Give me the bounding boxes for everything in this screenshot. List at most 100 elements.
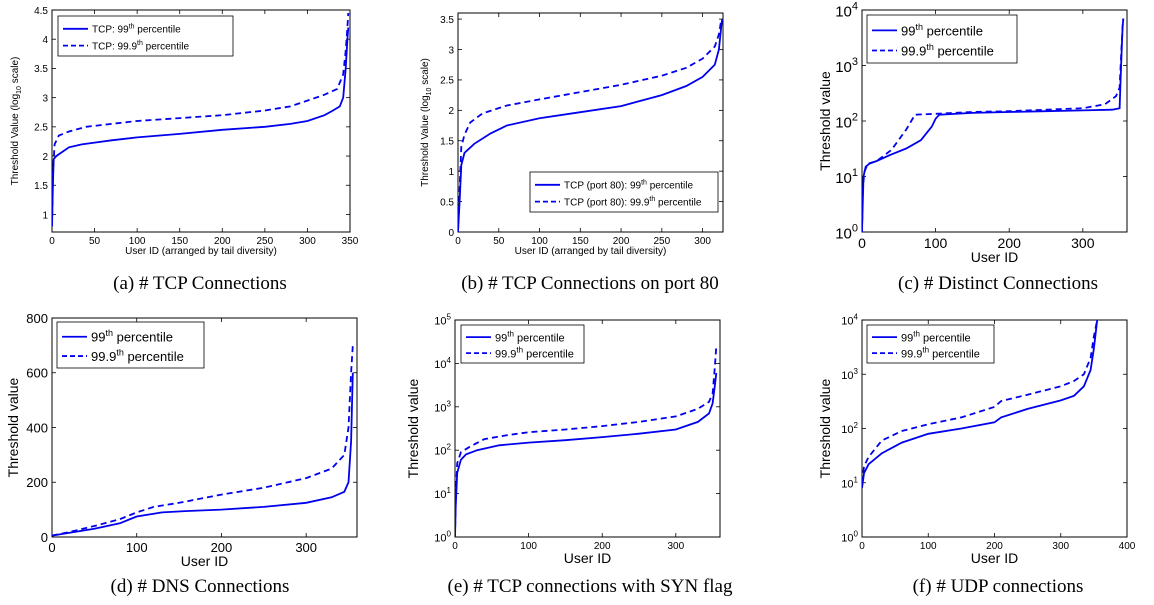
x-axis-label: User ID (arranged by tail diversity) — [125, 246, 277, 257]
y-tick-label: 400 — [26, 420, 48, 435]
legend: TCP: 99th percentile TCP: 99.9th percenti… — [57, 15, 234, 57]
panel-caption: (e) # TCP connections with SYN flag — [448, 576, 733, 597]
y-axis-label-group: Threshold value — [817, 71, 833, 171]
y-tick-label: 0.5 — [440, 197, 454, 208]
x-tick-label: 50 — [89, 236, 101, 247]
y-tick-label: 100 — [841, 530, 858, 545]
y-tick-label: 2.5 — [34, 123, 48, 134]
series-99th-line — [52, 372, 354, 537]
y-tick-label: 800 — [26, 311, 48, 326]
series-99-9th-line — [52, 12, 350, 227]
panel-caption: (d) # DNS Connections — [111, 576, 290, 597]
x-tick-label: 250 — [257, 236, 274, 247]
x-tick-label: 300 — [299, 236, 316, 247]
y-tick-label: 3.5 — [440, 15, 454, 26]
x-tick-label: 300 — [1052, 541, 1069, 552]
legend-entry: 99.9th percentile — [495, 346, 574, 361]
panel-tcp-port80: 0 50 100 150 200 250 300 0 0.5 1 1.5 2 2.5 3 3.5 User I… — [420, 12, 724, 294]
legend-entry: 99th percentile — [495, 330, 565, 345]
y-axis-label-group: Threshold value — [5, 377, 21, 477]
legend-box — [866, 14, 1018, 64]
x-tick-label: 100 — [520, 541, 537, 552]
y-axis-label: Threshold Value (log10 scale) — [10, 57, 23, 186]
x-tick-label: 150 — [171, 236, 188, 247]
y-tick-label: 100 — [434, 530, 451, 545]
legend-box — [56, 321, 205, 369]
legend-box — [460, 324, 585, 364]
y-tick-label: 105 — [434, 313, 451, 328]
x-tick-label: 200 — [214, 236, 231, 247]
x-tick-label: 350 — [342, 236, 359, 247]
y-tick-label: 1.5 — [34, 181, 48, 192]
y-tick-label: 100 — [835, 222, 858, 242]
x-tick-label: 100 — [920, 541, 937, 552]
y-tick-label: 1 — [42, 210, 48, 221]
series-99th-line — [458, 18, 723, 232]
legend-entry: 99.9th percentile — [901, 42, 994, 58]
legend-entry: 99.9th percentile — [91, 348, 184, 364]
x-tick-label: 150 — [572, 236, 589, 247]
series-99th-line — [52, 27, 350, 227]
series-99th-line — [862, 18, 1125, 232]
y-tick-label: 0 — [448, 228, 454, 239]
y-tick-label: 3 — [448, 45, 454, 56]
y-axis-label: Threshold value — [5, 377, 21, 477]
x-tick-label: 0 — [455, 236, 461, 247]
x-axis-label: User ID (arranged by tail diversity) — [515, 246, 667, 257]
series-99-9th-line — [862, 18, 1125, 232]
y-axis-label: Threshold Value (log10 scale) — [420, 58, 433, 187]
x-tick-label: 200 — [986, 541, 1003, 552]
legend-entry: TCP: 99th percentile — [92, 23, 181, 35]
x-tick-label: 0 — [49, 236, 55, 247]
y-tick-label: 104 — [835, 0, 858, 20]
x-tick-label: 300 — [667, 541, 684, 552]
y-tick-label: 102 — [835, 111, 858, 131]
x-tick-label: 0 — [859, 541, 865, 552]
x-tick-label: 100 — [531, 236, 548, 247]
x-axis-label: User ID — [181, 553, 228, 569]
y-axis-label-group: Threshold value — [817, 378, 833, 478]
legend-entry: TCP (port 80): 99th percentile — [564, 179, 693, 191]
y-tick-label: 101 — [434, 486, 451, 501]
legend-entry: 99th percentile — [901, 330, 971, 345]
x-tick-label: 50 — [493, 236, 505, 247]
x-tick-label: 200 — [594, 541, 611, 552]
x-tick-label: 200 — [613, 236, 630, 247]
y-tick-label: 103 — [835, 56, 858, 76]
series-99-9th-line — [458, 18, 723, 232]
legend-entry: TCP: 99.9th percentile — [92, 40, 189, 52]
panel-caption: (b) # TCP Connections on port 80 — [461, 273, 719, 294]
x-axis-label: User ID — [971, 550, 1018, 566]
x-tick-label: 300 — [1071, 235, 1095, 251]
x-tick-label: 100 — [126, 540, 148, 555]
panel-caption: (c) # Distinct Connections — [898, 273, 1098, 294]
y-axis-label-group: Threshold Value (log10 scale) — [10, 57, 23, 186]
y-tick-label: 3.5 — [34, 64, 48, 75]
x-axis-label: User ID — [971, 249, 1018, 265]
x-tick-label: 0 — [452, 541, 458, 552]
x-tick-label: 100 — [924, 235, 948, 251]
y-tick-label: 200 — [26, 475, 48, 490]
x-tick-label: 200 — [998, 235, 1022, 251]
y-tick-label: 101 — [841, 475, 858, 490]
y-tick-label: 2 — [42, 152, 48, 163]
panel-tcp-connections: 0 50 100 150 200 250 300 350 1 1.5 2 2.5 3 3.5 4 4.5 Use… — [10, 6, 359, 294]
y-axis-label: Threshold value — [405, 378, 421, 478]
y-axis-label: Threshold value — [817, 378, 833, 478]
x-tick-label: 300 — [295, 540, 317, 555]
y-axis-label: Threshold value — [817, 71, 833, 171]
y-tick-label: 103 — [434, 399, 451, 414]
y-tick-label: 102 — [841, 421, 858, 436]
y-tick-label: 0 — [41, 530, 48, 545]
legend-box — [529, 171, 719, 213]
x-tick-label: 0 — [48, 540, 55, 555]
series-99-9th-line — [862, 320, 1099, 483]
y-tick-label: 1 — [448, 167, 454, 178]
legend-box — [866, 324, 995, 364]
series-99th-line — [455, 372, 718, 537]
